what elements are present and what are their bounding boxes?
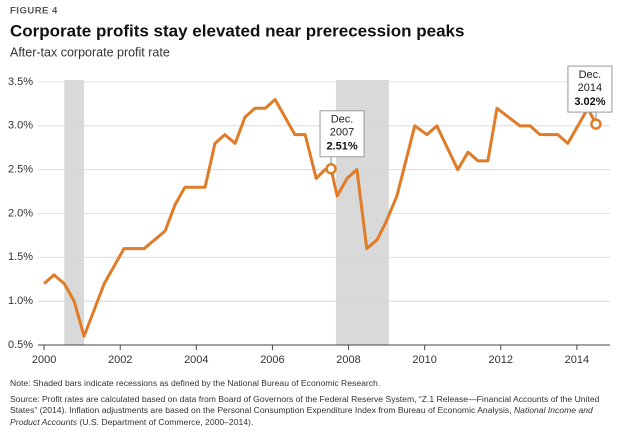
y-tick-label: 1.0% [8,295,33,307]
x-tick-label: 2002 [108,354,132,366]
chart-subtitle: After-tax corporate profit rate [10,45,170,59]
annotation-date: Dec. [579,69,602,81]
annotation-box [319,110,365,158]
source: Source: Profit rates are calculated base… [10,394,610,429]
annotation-marker [590,118,602,130]
annotation-date: 2014 [578,82,602,94]
y-tick-label: 1.5% [8,251,33,263]
x-tick-label: 2004 [184,354,208,366]
y-tick-label: 3.5% [8,76,33,88]
x-tick-label: 2006 [260,354,284,366]
x-tick-label: 2014 [565,354,589,366]
source-text: Source: Profit rates are calculated base… [10,393,600,416]
plot-area: 0.5% 1.0% 1.5% 2.0% 2.5% 3.0% 3.5% 2000 2002 2004… [8,65,613,366]
y-tick-label: 2.5% [8,164,33,176]
x-tick-label: 2000 [32,354,56,366]
chart-title: Corporate profits stay elevated near pre… [10,21,464,40]
recession-band [64,80,85,345]
annotation-date: 2007 [330,127,354,139]
annotation-box [567,65,613,113]
annotation-date: Dec. [331,114,354,126]
y-tick-label: 2.0% [8,207,33,219]
source-text: (U.S. Department of Commerce, 2000–2014)… [77,416,254,427]
y-tick-label: 0.5% [8,339,33,351]
figure-label: FIGURE 4 [10,6,58,17]
x-tick-label: 2012 [489,354,513,366]
annotation-value: 2.51% [326,141,357,153]
x-tick-label: 2010 [412,354,436,366]
y-tick-label: 3.0% [8,120,33,132]
source-italic: National Income and Product Accounts [10,405,593,427]
annotation-marker [325,163,337,175]
chart: FIGURE 4 Corporate profits stay elevated… [8,6,613,366]
annotation-value: 3.02% [574,96,605,108]
notes: Note: Shaded bars indicate recessions as… [10,378,610,432]
note: Note: Shaded bars indicate recessions as… [10,378,381,388]
x-tick-label: 2008 [336,354,360,366]
